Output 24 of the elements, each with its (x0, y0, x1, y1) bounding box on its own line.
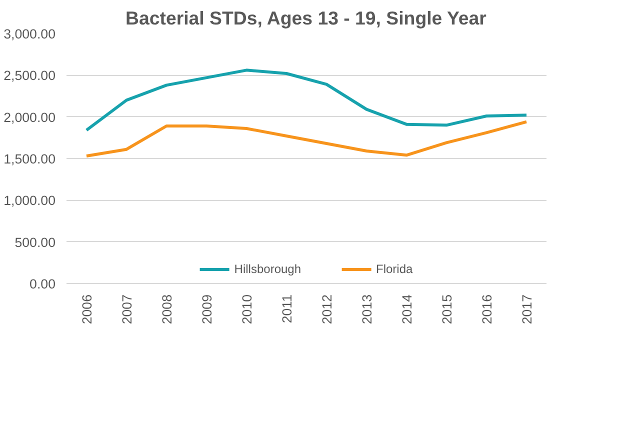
y-tick-label: 3,000.00 (4, 26, 56, 42)
line-series (85, 68, 528, 132)
y-tick-label: 0.00 (30, 276, 56, 292)
chart-title: Bacterial STDs, Ages 13 - 19, Single Year (126, 8, 486, 28)
x-tick-label: 2016 (480, 294, 494, 324)
line-series (85, 120, 528, 158)
x-tick-label: 2015 (440, 294, 454, 324)
y-tick-label: 2,500.00 (4, 68, 56, 84)
x-tick-label: 2017 (520, 294, 534, 324)
y-tick-label: 1,000.00 (4, 193, 56, 208)
x-tick-label: 2012 (320, 294, 334, 324)
x-tick-label: 2011 (280, 294, 294, 324)
y-tick-label: 2,000.00 (4, 110, 56, 125)
x-tick-label: 2006 (80, 294, 94, 324)
y-tick-label: 1,500.00 (4, 152, 56, 166)
legend-label: Hillsborough (234, 262, 302, 276)
x-tick-label: 2008 (160, 294, 174, 324)
y-tick-label: 500.00 (14, 234, 56, 250)
x-tick-label: 2013 (360, 294, 374, 324)
legend-label: Florida (376, 262, 413, 276)
x-tick-label: 2010 (240, 294, 254, 324)
x-tick-label: 2014 (400, 294, 414, 324)
x-tick-label: 2009 (200, 294, 214, 324)
x-tick-label: 2007 (120, 294, 134, 324)
